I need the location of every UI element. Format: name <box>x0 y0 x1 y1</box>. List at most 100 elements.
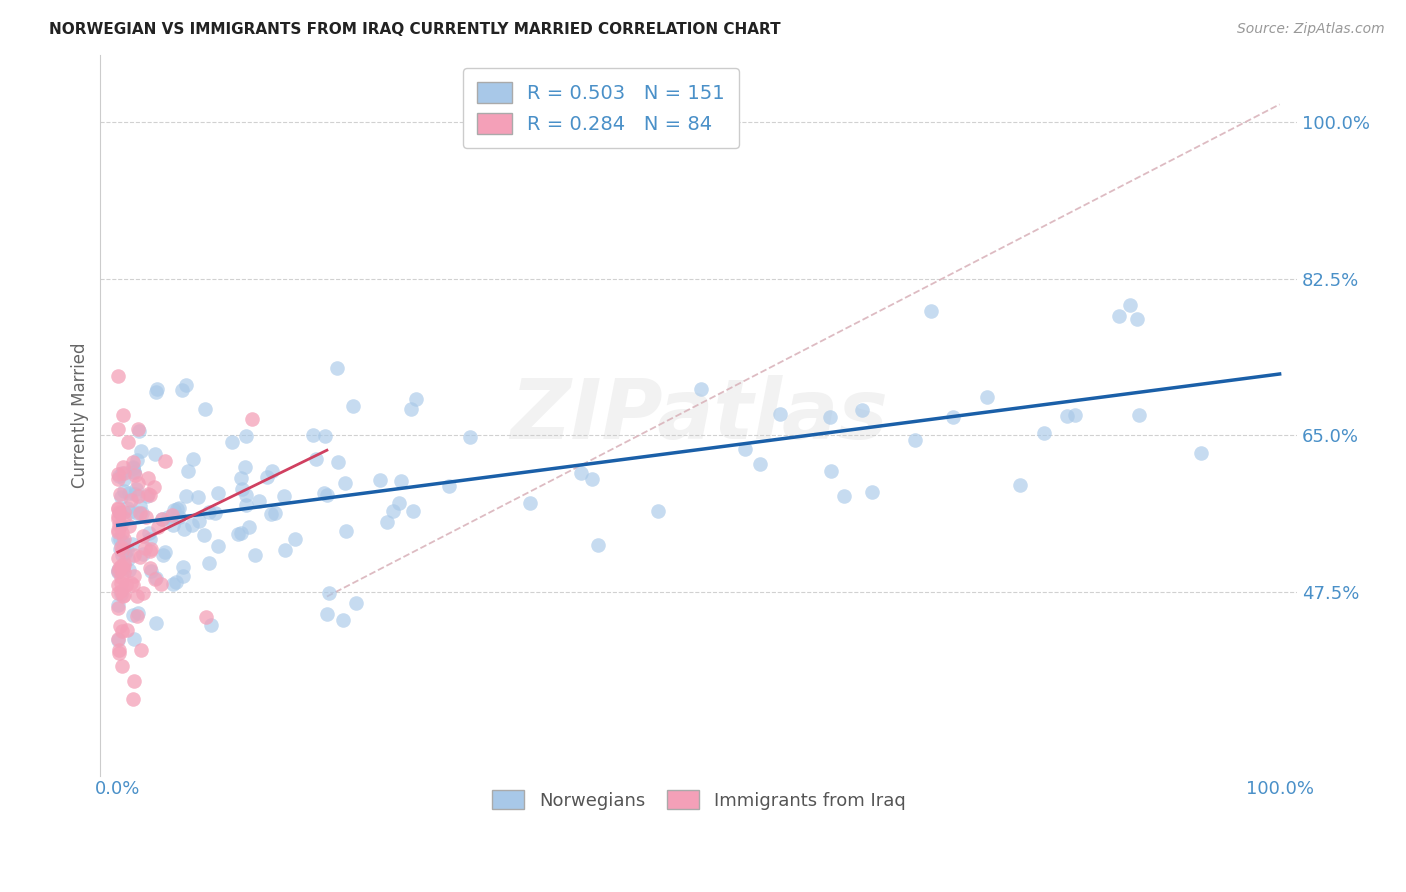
Point <box>107 566 129 580</box>
Point <box>125 608 148 623</box>
Point <box>162 518 184 533</box>
Point <box>107 578 129 592</box>
Point <box>197 505 219 519</box>
Point <box>107 509 129 524</box>
Point <box>110 490 132 504</box>
Point <box>312 485 335 500</box>
Point <box>112 589 135 603</box>
Point <box>107 469 129 483</box>
Point <box>111 624 134 638</box>
Point <box>153 544 176 558</box>
Point <box>139 541 162 556</box>
Point <box>160 508 183 523</box>
Point <box>107 512 129 526</box>
Point <box>734 442 756 457</box>
Point <box>127 606 149 620</box>
Point <box>167 500 190 515</box>
Point <box>111 466 134 480</box>
Point <box>194 402 217 417</box>
Point <box>145 382 167 396</box>
Point <box>335 524 357 538</box>
Point <box>122 455 145 469</box>
Point <box>851 402 873 417</box>
Point <box>458 429 481 443</box>
Point <box>136 471 159 485</box>
Point <box>107 598 129 612</box>
Point <box>107 533 129 547</box>
Point <box>143 572 166 586</box>
Point <box>181 518 204 533</box>
Point <box>145 385 167 400</box>
Point <box>128 549 150 564</box>
Point <box>111 658 134 673</box>
Point <box>149 577 172 591</box>
Point <box>112 535 135 549</box>
Point <box>226 527 249 541</box>
Point <box>195 609 218 624</box>
Point <box>120 492 142 507</box>
Point <box>122 465 145 479</box>
Point <box>368 473 391 487</box>
Point <box>167 509 190 524</box>
Point <box>136 489 159 503</box>
Point <box>112 543 135 558</box>
Point <box>176 377 198 392</box>
Point <box>172 383 194 397</box>
Point <box>148 519 170 533</box>
Point <box>904 433 927 447</box>
Point <box>122 692 145 706</box>
Point <box>115 501 138 516</box>
Point <box>820 464 842 478</box>
Point <box>138 526 160 541</box>
Point <box>110 619 132 633</box>
Point <box>302 428 325 442</box>
Point <box>108 487 131 501</box>
Point <box>122 549 145 563</box>
Point <box>132 547 155 561</box>
Point <box>139 561 162 575</box>
Point <box>134 541 156 555</box>
Point <box>284 533 307 547</box>
Point <box>121 608 143 623</box>
Point <box>326 361 349 376</box>
Point <box>247 494 270 508</box>
Point <box>118 485 141 500</box>
Point <box>172 560 194 574</box>
Point <box>243 548 266 562</box>
Point <box>769 407 792 421</box>
Point <box>193 528 215 542</box>
Point <box>142 480 165 494</box>
Point <box>177 464 200 478</box>
Point <box>127 475 149 490</box>
Point <box>139 488 162 502</box>
Point <box>233 460 256 475</box>
Point <box>221 434 243 449</box>
Point <box>388 496 411 510</box>
Point <box>834 489 856 503</box>
Point <box>165 574 187 589</box>
Point <box>107 472 129 486</box>
Point <box>122 632 145 647</box>
Point <box>647 504 669 518</box>
Point <box>581 472 603 486</box>
Point <box>121 537 143 551</box>
Point <box>162 577 184 591</box>
Y-axis label: Currently Married: Currently Married <box>72 343 89 488</box>
Point <box>1108 309 1130 323</box>
Point <box>328 455 350 469</box>
Text: ZIPatlas: ZIPatlas <box>510 375 887 456</box>
Point <box>107 518 129 533</box>
Point <box>332 613 354 627</box>
Point <box>181 451 204 466</box>
Point <box>318 586 340 600</box>
Point <box>235 429 257 443</box>
Point <box>156 510 179 524</box>
Point <box>112 533 135 547</box>
Point <box>112 408 135 422</box>
Point <box>204 506 226 520</box>
Point <box>107 467 129 481</box>
Point <box>117 435 139 450</box>
Point <box>235 488 257 502</box>
Point <box>112 556 135 570</box>
Point <box>920 304 942 318</box>
